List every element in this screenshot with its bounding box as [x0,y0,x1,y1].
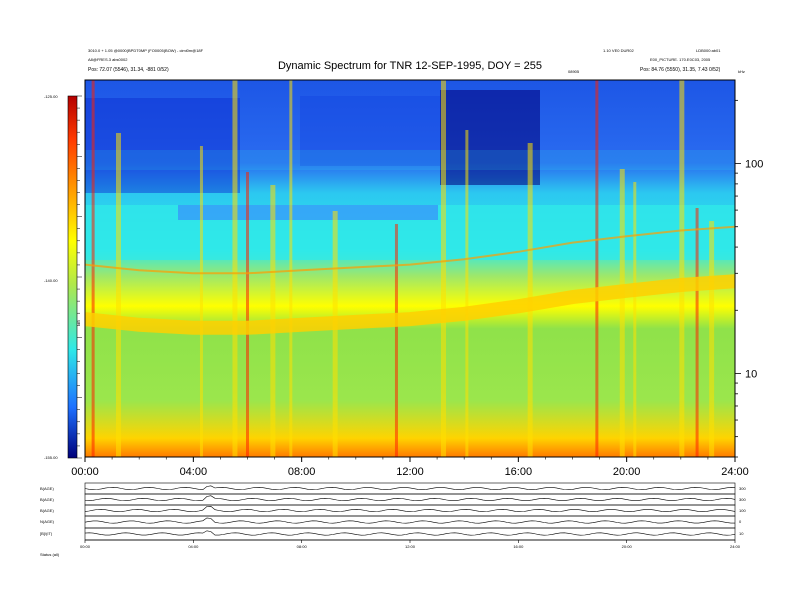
magnetometer-panel [84,493,736,506]
x-tick-label: 08:00 [288,466,316,478]
panel-right-label: 300 [739,486,746,491]
panel-right-label: 10 [739,531,744,536]
panel-trace [84,530,736,536]
panel-x-tick-label: 24:00 [730,544,741,549]
panel-trace [84,495,736,502]
colorbar-axis-label: dB [76,320,81,325]
panel-label: B(AGE) [40,497,54,502]
panel-x-tick-label: 04:00 [188,544,199,549]
panel-trace [84,505,736,513]
panel-right-label: 100 [739,508,746,513]
panel-x-tick-label: 20:00 [622,544,633,549]
panel-trace [84,485,736,491]
radio-burst [232,80,238,457]
spectrogram-dark-band [440,90,540,185]
panel-right-label: 0 [739,519,742,524]
chart-title: Dynamic Spectrum for TNR 12-SEP-1995, DO… [278,60,542,72]
x-tick-label: 12:00 [396,466,424,478]
header-info-right-3: E00_PICTURE. 170.E0C03, 2005 [650,57,711,62]
panel-label: [B]/(IT) [40,531,53,536]
radio-burst [246,172,249,457]
panel-label: N(AGE) [40,519,55,524]
radio-burst [695,208,699,457]
footer-status: Status (all) [40,552,60,557]
colorbar-ticks [77,95,82,459]
colorbar-label-mid: -140.00 [44,278,58,283]
x-tick-label: 04:00 [180,466,208,478]
y-unit-label: kHz [738,69,745,74]
panel-x-tick-label: 12:00 [405,544,416,549]
x-tick-label: 24:00 [721,466,749,478]
radio-burst [91,80,95,457]
header-info-right-1: 1.10 VE0 DUR02 [603,48,634,53]
magnetometer-panel [84,527,736,541]
spectrogram-x-axis: 00:00 04:00 08:00 12:00 16:00 20:00 24:00 [71,457,749,478]
spectrogram-dark-band [300,96,440,166]
spectrogram-background [85,80,735,457]
header-mid-tag: 08905 [568,69,580,74]
radio-burst [709,221,715,457]
plasma-line [85,274,735,335]
spectrogram-mid-band [178,205,438,220]
panel-x-tick-label: 08:00 [297,544,308,549]
x-tick-label: 20:00 [613,466,641,478]
header-info-left-2: A8@FRES.3 abs0002 [88,57,128,62]
header-info-left-3: Pos: 72.07 (5546), 31.34, -881 0/52) [88,67,169,73]
spectrogram-y-axis: 10 100 [735,99,763,458]
radio-burst [116,133,121,457]
colorbar-label-top: -125.00 [44,94,58,99]
plasma-line-core [85,225,735,275]
magnetometer-panel [84,515,736,529]
radio-burst [199,146,203,457]
radio-burst [679,80,685,457]
panel-label: B(AGE) [40,508,54,513]
panel-label: B(AGE) [40,486,54,491]
header-info-left-1: 3010.0 + 1.05 @0000(BPDT0MP (FO0005(BOW)… [88,48,204,53]
radio-burst [595,80,599,457]
radio-burst [332,211,338,457]
panel-right-label: 300 [739,497,746,502]
radio-burst [619,169,625,457]
colorbar [67,95,78,459]
radio-burst [633,182,637,457]
radio-burst [441,80,446,457]
panel-trace [84,517,735,524]
header-info-right-2: LDB000:ab01 [696,48,721,53]
panel-x-tick-label: 16:00 [513,544,524,549]
header-info-right-4: Pos: 84.76 (5550), 31.35, 7.43 0/52) [640,67,721,73]
panel-x-tick-label: 00:00 [80,544,91,549]
spectrogram-light-band [85,150,735,170]
y-tick-label: 10 [745,368,757,380]
radio-bursts [91,80,715,457]
radio-burst [465,130,469,457]
magnetometer-panels: B(AGE) 300 B(AGE) 300 B(AGE) 100 N(AGE) 0 [B]/(I… [40,482,746,549]
magnetometer-panel [84,482,736,495]
spectrogram-dark-band [85,98,240,193]
radio-burst [289,80,293,457]
colorbar-label-bottom: -155.00 [44,455,58,460]
radio-burst [394,224,398,457]
x-tick-label: 16:00 [505,466,533,478]
y-tick-label: 100 [745,159,763,171]
spectrogram-plot [85,80,735,457]
x-tick-label: 00:00 [71,466,99,478]
